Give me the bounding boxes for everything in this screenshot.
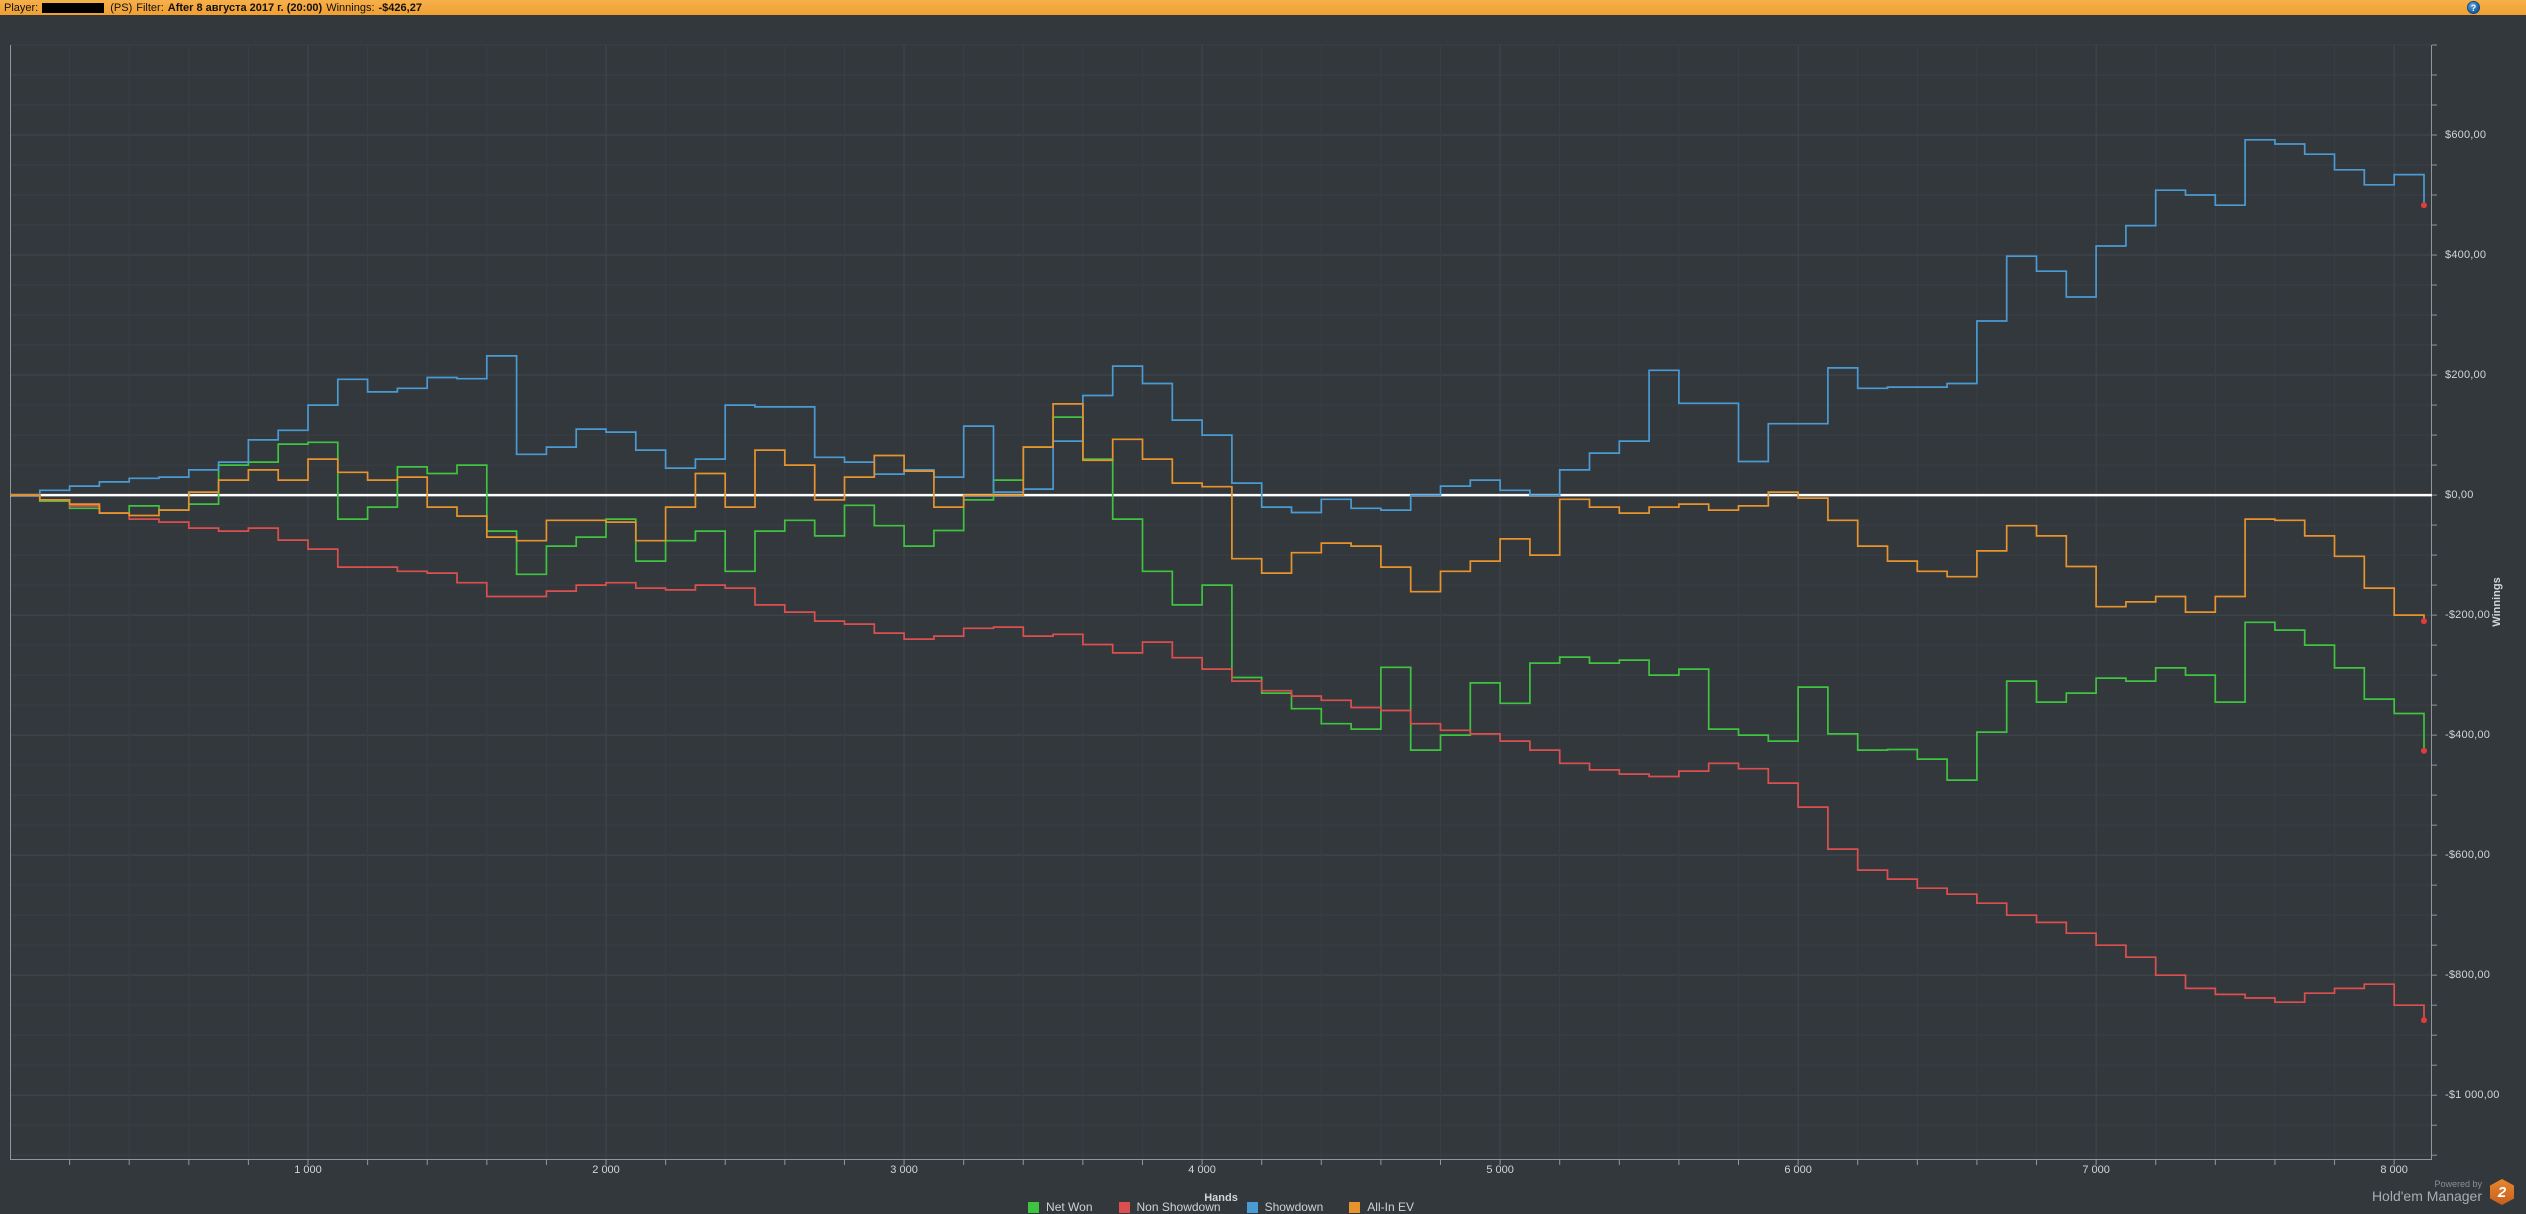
y-tick-label: -$200,00 xyxy=(2445,609,2491,622)
legend-label: Net Won xyxy=(1046,1200,1093,1214)
legend-swatch-icon xyxy=(1246,1201,1258,1213)
series-line-net-won xyxy=(10,416,2425,781)
legend-item-non-showdown: Non Showdown xyxy=(1118,1200,1221,1214)
legend-swatch-icon xyxy=(1118,1201,1130,1213)
x-tick-label: 2 000 xyxy=(592,1164,620,1176)
series-line-showdown xyxy=(10,138,2425,514)
legend-swatch-icon xyxy=(1028,1201,1040,1213)
branding: Powered by Hold'em Manager 2 xyxy=(2372,1179,2514,1205)
series-end-dot xyxy=(2420,1017,2427,1024)
y-tick-label: $600,00 xyxy=(2445,129,2487,142)
legend-label: Showdown xyxy=(1264,1200,1324,1214)
x-tick-label: 1 000 xyxy=(294,1164,322,1176)
y-tick-label: $400,00 xyxy=(2445,249,2487,262)
winnings-value: -$426,27 xyxy=(378,1,422,14)
x-tick-label: 6 000 xyxy=(1784,1164,1812,1176)
y-tick-label: -$400,00 xyxy=(2445,729,2491,742)
filter-value: After 8 августа 2017 г. (20:00) xyxy=(167,1,323,14)
legend-swatch-icon xyxy=(1349,1201,1361,1213)
winnings-chart xyxy=(10,44,2437,1165)
y-tick-label: -$600,00 xyxy=(2445,849,2491,862)
hm2-badge-icon: 2 xyxy=(2490,1179,2514,1205)
player-name-redacted xyxy=(42,2,105,13)
winnings-label: Winnings: xyxy=(326,1,375,14)
series-end-dot xyxy=(2420,618,2427,625)
player-label: Player: xyxy=(4,1,39,14)
legend-label: All-In EV xyxy=(1367,1200,1414,1214)
y-tick-label: $0,00 xyxy=(2445,489,2474,502)
legend-label: Non Showdown xyxy=(1136,1200,1221,1214)
y-tick-label: -$800,00 xyxy=(2445,969,2491,982)
x-tick-label: 4 000 xyxy=(1188,1164,1216,1176)
series-line-all-in-ev xyxy=(10,403,2425,622)
chart-legend: Net Won Non Showdown Showdown All-In EV xyxy=(0,1200,2442,1214)
x-axis-title: Hands xyxy=(1204,1192,1238,1204)
x-tick-label: 5 000 xyxy=(1486,1164,1514,1176)
y-tick-label: -$1 000,00 xyxy=(2445,1089,2500,1102)
site-tag: (PS) xyxy=(110,1,133,14)
series-end-dot xyxy=(2420,747,2427,754)
series-end-dot xyxy=(2420,202,2427,209)
powered-by-text: Powered by xyxy=(2434,1178,2482,1189)
filter-label: Filter: xyxy=(136,1,164,14)
legend-item-all-in-ev: All-In EV xyxy=(1349,1200,1414,1214)
legend-item-showdown: Showdown xyxy=(1246,1200,1324,1214)
app-name-text: Hold'em Manager xyxy=(2371,1188,2482,1205)
winnings-graph-panel: $600,00 $400,00 $200,00 $0,00 -$200,00 -$400,… xyxy=(0,15,2526,1214)
y-axis-title: Winnings xyxy=(2491,577,2503,627)
x-tick-label: 3 000 xyxy=(890,1164,918,1176)
title-bar: Player: (PS) Filter: After 8 августа 2017… xyxy=(0,0,2526,15)
legend-item-net-won: Net Won xyxy=(1028,1200,1093,1214)
x-tick-label: 7 000 xyxy=(2082,1164,2110,1176)
x-tick-label: 8 000 xyxy=(2380,1164,2408,1176)
y-tick-label: $200,00 xyxy=(2445,369,2487,382)
help-icon[interactable]: ? xyxy=(2467,1,2480,14)
series-line-non-showdown xyxy=(10,494,2425,1021)
